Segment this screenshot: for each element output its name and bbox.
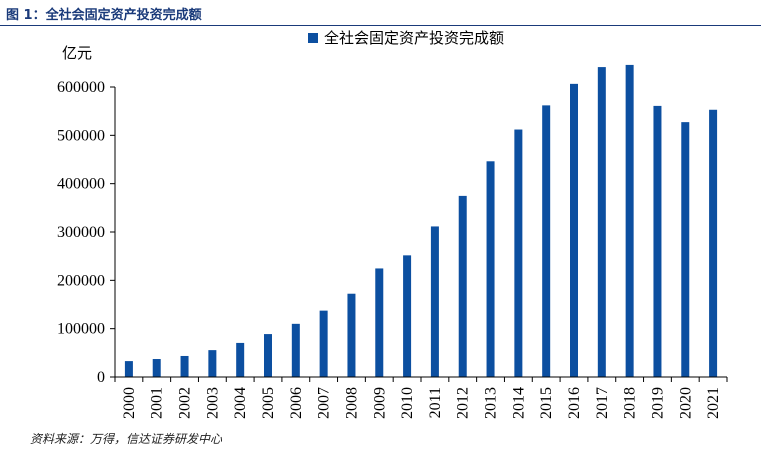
- bar-2005: [264, 334, 272, 377]
- x-tick-label: 2004: [232, 387, 249, 419]
- source-note: 资料来源：万得，信达证券研发中心: [30, 432, 223, 446]
- y-axis-unit-label: 亿元: [62, 44, 92, 62]
- x-tick-label: 2017: [594, 387, 611, 419]
- bar-2010: [403, 255, 412, 377]
- y-axis: 0 100000 200000 300000 400000 500000 600000: [57, 79, 116, 386]
- bar-2002: [180, 355, 189, 377]
- y-tick-label: 100000: [57, 321, 105, 338]
- bar-2001: [152, 359, 161, 377]
- x-tick-label: 2018: [622, 387, 639, 419]
- legend-swatch: [308, 33, 318, 43]
- y-tick-label: 500000: [57, 127, 105, 144]
- bar-2018: [625, 64, 634, 377]
- bars: [124, 64, 718, 378]
- bar-2009: [375, 268, 384, 377]
- y-tick-label: 600000: [57, 79, 105, 96]
- y-tick-label: 200000: [57, 272, 105, 289]
- bar-2000: [124, 361, 133, 377]
- x-tick-label: 2006: [288, 387, 305, 419]
- bar-2017: [597, 67, 606, 377]
- x-tick-label: 2001: [149, 387, 166, 419]
- x-tick-label: 2012: [455, 387, 472, 419]
- x-tick-label: 2016: [566, 387, 583, 419]
- bar-2006: [291, 323, 300, 377]
- x-tick-label: 2000: [121, 387, 138, 419]
- legend-label: 全社会固定资产投资完成额: [324, 29, 504, 47]
- bar-2007: [319, 310, 328, 377]
- bar-2019: [653, 105, 662, 378]
- x-tick-label: 2007: [316, 387, 333, 419]
- bar-2015: [542, 105, 551, 377]
- x-tick-label: 2013: [483, 387, 500, 419]
- y-tick-label: 400000: [57, 176, 105, 193]
- x-tick-label: 2020: [677, 387, 694, 419]
- bar-2013: [486, 161, 495, 377]
- x-tick-label: 2019: [649, 387, 666, 419]
- bar-2003: [208, 350, 217, 377]
- legend: 全社会固定资产投资完成额: [308, 29, 504, 47]
- bar-2008: [347, 293, 356, 377]
- x-tick-label: 2009: [371, 387, 388, 419]
- bar-2012: [458, 195, 467, 377]
- x-tick-label: 2003: [204, 387, 221, 419]
- bar-2021: [709, 109, 718, 377]
- bar-2014: [514, 129, 523, 377]
- title-divider: [0, 25, 761, 26]
- x-tick-label: 2021: [705, 387, 722, 419]
- bar-2016: [570, 83, 578, 377]
- bar-2020: [681, 122, 690, 377]
- bar-2004: [236, 342, 245, 377]
- y-tick-label: 300000: [57, 224, 105, 241]
- x-tick-label: 2002: [177, 387, 194, 419]
- y-tick-label: 0: [97, 369, 105, 386]
- x-tick-label: 2014: [510, 387, 527, 419]
- x-tick-label: 2015: [538, 387, 555, 419]
- x-tick-label: 2011: [427, 387, 444, 418]
- bar-2011: [430, 226, 439, 377]
- figure-title: 图 1：全社会固定资产投资完成额: [6, 8, 202, 23]
- x-tick-label: 2010: [399, 387, 416, 419]
- x-tick-label: 2005: [260, 387, 277, 419]
- x-axis: 2000 2001 2002 2003 2004 2005 2006 2007 2008 2009…: [114, 376, 728, 419]
- x-tick-label: 2008: [343, 387, 360, 419]
